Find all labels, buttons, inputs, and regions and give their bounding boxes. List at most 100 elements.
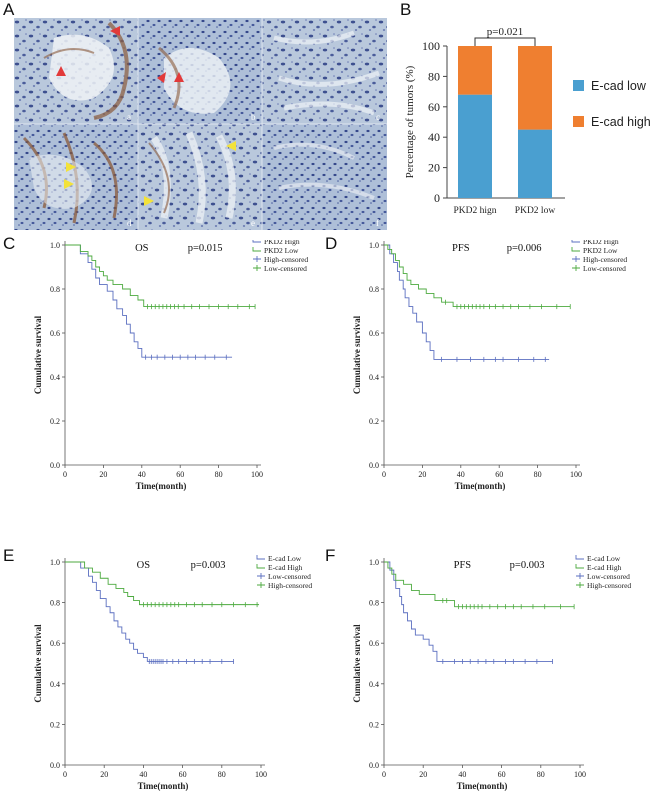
y-tick-label: 0.4 xyxy=(369,680,379,689)
y-tick-label: 0.6 xyxy=(369,329,379,338)
significance-pvalue: p=0.021 xyxy=(487,26,523,38)
y-axis-label: Cumulative survival xyxy=(33,315,43,394)
legend-label: E-cad Low xyxy=(268,554,302,563)
x-tick-label: 100 xyxy=(255,770,267,779)
km-chart-os-ecad: 0.0 0.2 0.4 0.6 0.8 1.0 0 20 40 60 80 100 Time(month… xyxy=(33,554,312,791)
micrograph-sublabel: c xyxy=(376,112,380,122)
y-tick-label: 0.2 xyxy=(369,720,379,729)
survival-curve xyxy=(384,561,553,662)
legend-censor-swatch xyxy=(576,573,584,579)
panel-letter-c: C xyxy=(3,234,16,253)
survival-curve xyxy=(384,561,575,608)
bar-segment xyxy=(458,94,492,198)
bar-segment xyxy=(518,46,552,130)
km-chart-pfs-pkd2: 0.0 0.2 0.4 0.6 0.8 1.0 0 20 40 60 80 100 Time(month… xyxy=(352,240,627,491)
x-tick-label: 20 xyxy=(99,470,107,479)
y-tick-label: 0.0 xyxy=(369,761,379,770)
micrograph-tile-e xyxy=(138,124,262,230)
y-tick-label: 0.8 xyxy=(50,285,60,294)
y-axis-label: Cumulative survival xyxy=(352,624,362,703)
y-tick-label: 0.8 xyxy=(369,285,379,294)
y-axis-label: Cumulative survival xyxy=(352,315,362,394)
significance-bracket xyxy=(474,37,536,46)
red-arrow-marker xyxy=(174,72,184,82)
legend-label: Low-censored xyxy=(268,572,311,581)
y-tick-label: 0.4 xyxy=(50,680,60,689)
red-arrow-marker xyxy=(56,66,66,76)
y-tick-label: 0.6 xyxy=(50,639,60,648)
legend-swatch xyxy=(573,80,584,91)
y-tick-label: 1.0 xyxy=(50,558,60,567)
micrograph-sublabel: a xyxy=(127,112,131,122)
survival-curve xyxy=(65,244,256,308)
legend-label: High-censored xyxy=(587,581,631,590)
y-tick-label: 0.4 xyxy=(50,373,60,382)
legend-label: Low-censored xyxy=(264,264,307,273)
x-axis-label: Time(month) xyxy=(136,481,187,491)
y-tick-label: 100 xyxy=(422,39,440,53)
x-tick-label: 40 xyxy=(457,470,465,479)
legend-line-swatch xyxy=(256,555,265,560)
legend-censor-swatch xyxy=(257,582,265,588)
legend-censor-swatch xyxy=(253,256,261,262)
x-tick-label: 40 xyxy=(458,770,466,779)
micrograph-tile-d xyxy=(14,124,138,230)
y-tick-label: 0.0 xyxy=(50,761,60,770)
x-tick-label: 40 xyxy=(138,470,146,479)
x-tick-label: 60 xyxy=(179,770,187,779)
legend-line-swatch xyxy=(575,564,584,569)
yellow-arrow-marker xyxy=(66,162,76,172)
x-tick-label: PKD2 low xyxy=(515,206,556,216)
x-tick-label: 20 xyxy=(419,770,427,779)
yellow-arrow-marker xyxy=(226,141,236,151)
legend-label: High-censored xyxy=(268,581,312,590)
legend-label: PKD2 Low xyxy=(264,246,299,255)
y-tick-label: 20 xyxy=(428,161,440,175)
legend-label: E-cad Low xyxy=(587,554,621,563)
survival-curve xyxy=(384,244,571,308)
x-tick-label: 20 xyxy=(100,770,108,779)
y-tick-label: 0.8 xyxy=(369,599,379,608)
x-tick-label: 60 xyxy=(176,470,184,479)
legend-label: E-cad High xyxy=(268,563,303,572)
chart-title: OS xyxy=(135,243,149,254)
legend-censor-swatch xyxy=(572,256,580,262)
chart-pvalue: p=0.006 xyxy=(507,243,542,254)
legend-censor-swatch xyxy=(257,573,265,579)
y-tick-label: 0.6 xyxy=(50,329,60,338)
y-tick-label: 1.0 xyxy=(50,241,60,250)
stacked-bar-chart: 0 20 40 60 80 100 Percentage of tumors (%) PKD2… xyxy=(404,26,651,216)
y-tick-label: 1.0 xyxy=(369,558,379,567)
y-tick-label: 0.4 xyxy=(369,373,379,382)
y-tick-label: 0.6 xyxy=(369,639,379,648)
survival-curve xyxy=(384,244,550,360)
x-tick-label: 0 xyxy=(382,470,386,479)
legend-label: Low-censored xyxy=(583,264,626,273)
red-arrow-marker xyxy=(110,26,120,36)
micrograph-tile-f xyxy=(262,124,387,230)
panel-letter-a: A xyxy=(3,0,15,19)
x-axis-label: Time(month) xyxy=(455,481,506,491)
chart-pvalue: p=0.003 xyxy=(510,560,545,571)
y-tick-label: 40 xyxy=(428,130,440,144)
y-tick-label: 1.0 xyxy=(369,241,379,250)
micrograph-sublabel: f xyxy=(376,218,379,228)
legend-label: High-censored xyxy=(264,255,308,264)
micrograph-tile-b xyxy=(138,18,262,124)
legend-label: PKD2 High xyxy=(583,240,619,246)
panel-letter-f: F xyxy=(325,546,336,565)
x-tick-label: 100 xyxy=(251,470,263,479)
legend-line-swatch xyxy=(252,240,261,243)
chart-title: OS xyxy=(137,560,151,571)
y-tick-label: 0.2 xyxy=(50,417,60,426)
legend-label: High-censored xyxy=(583,255,627,264)
x-axis-label: Time(month) xyxy=(138,781,189,791)
yellow-arrow-marker xyxy=(64,179,74,189)
x-tick-label: 100 xyxy=(570,470,582,479)
y-tick-label: 0.0 xyxy=(50,461,60,470)
x-tick-label: 80 xyxy=(537,770,545,779)
micrograph-tile-c xyxy=(262,18,387,124)
y-axis-label: Cumulative survival xyxy=(33,624,43,703)
y-tick-label: 60 xyxy=(428,100,440,114)
survival-curve xyxy=(65,561,234,662)
